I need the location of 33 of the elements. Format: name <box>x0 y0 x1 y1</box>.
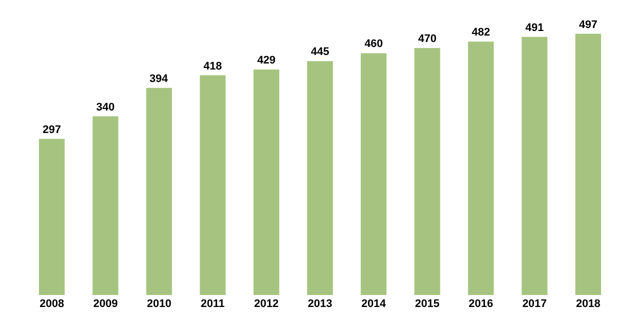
data-label: 445 <box>310 46 330 58</box>
x-tick-label: 2008 <box>40 298 64 310</box>
x-tick-label: 2012 <box>254 298 279 310</box>
bar <box>200 75 226 295</box>
x-tick-label: 2013 <box>308 298 332 310</box>
x-tick-label: 2018 <box>576 298 600 310</box>
bar <box>360 53 387 295</box>
data-label: 460 <box>364 38 383 50</box>
bar <box>146 88 172 295</box>
x-tick-label: 2010 <box>146 298 172 310</box>
x-tick-label: 2011 <box>200 298 225 310</box>
x-tick-label: 2009 <box>93 298 118 310</box>
data-label: 418 <box>204 60 222 72</box>
data-label: 491 <box>525 22 544 34</box>
x-tick-label: 2014 <box>361 298 387 310</box>
x-tick-label: 2015 <box>415 298 440 310</box>
data-label: 470 <box>418 32 436 45</box>
bar <box>414 48 440 295</box>
bar <box>92 116 118 295</box>
bar <box>307 61 333 295</box>
data-label: 482 <box>472 26 490 39</box>
data-label: 429 <box>257 54 276 66</box>
data-label: 394 <box>149 72 169 85</box>
data-label: 340 <box>96 101 115 114</box>
data-label: 497 <box>579 18 598 31</box>
bar <box>253 69 280 295</box>
bar <box>468 42 494 295</box>
bar <box>575 34 602 295</box>
data-label: 297 <box>42 124 61 136</box>
x-tick-label: 2016 <box>468 298 494 310</box>
bar <box>522 36 548 295</box>
bar <box>38 138 65 295</box>
x-tick-label: 2017 <box>522 298 547 310</box>
